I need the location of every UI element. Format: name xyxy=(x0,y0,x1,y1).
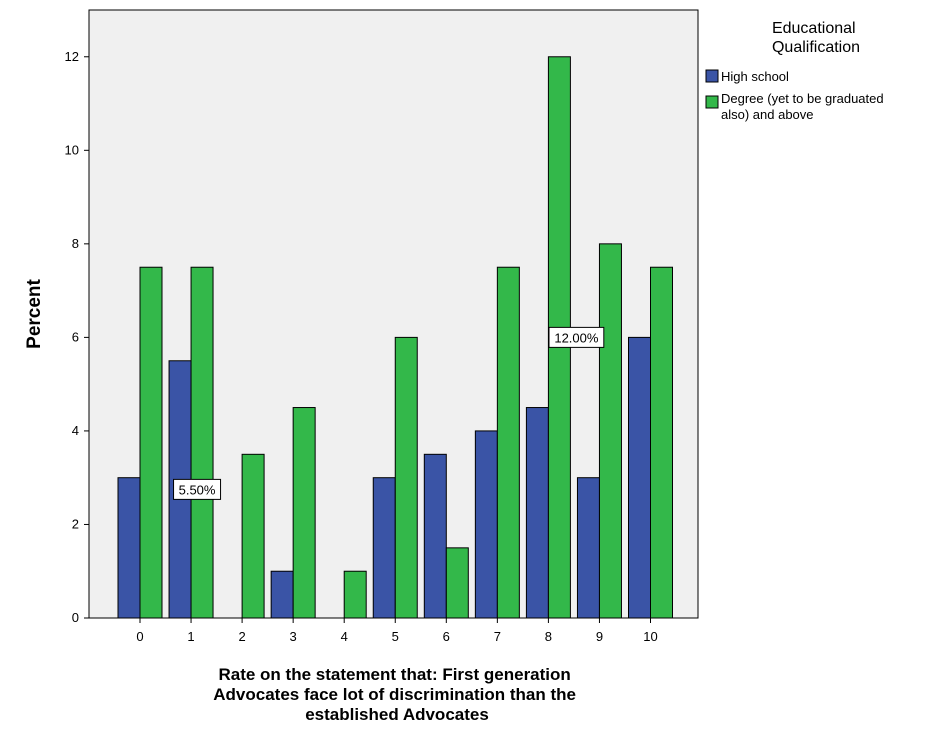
x-tick-label: 10 xyxy=(643,629,657,644)
y-tick-label: 2 xyxy=(72,516,79,531)
y-axis-title: Percent xyxy=(24,278,45,348)
legend-title-line: Qualification xyxy=(772,39,860,56)
y-tick-label: 0 xyxy=(72,610,79,625)
y-tick-label: 10 xyxy=(65,142,79,157)
x-tick-label: 1 xyxy=(187,629,194,644)
x-axis: 0 1 2 3 4 5 6 7 8 9 10 xyxy=(136,618,658,644)
bars-group xyxy=(117,56,673,619)
bar-high-school-9 xyxy=(576,477,600,619)
x-tick-label: 8 xyxy=(545,629,552,644)
legend-label-line: Degree (yet to be graduated xyxy=(721,91,884,106)
x-tick-label: 4 xyxy=(341,629,348,644)
bar-degree-9 xyxy=(598,243,622,619)
data-callout-box xyxy=(173,478,222,500)
bar-degree-4 xyxy=(343,570,367,619)
bar-high-school-3 xyxy=(270,570,294,619)
legend-title: Educational Qualification xyxy=(772,20,860,56)
legend-label-line: also) and above xyxy=(721,107,814,122)
bar-degree-3 xyxy=(292,407,316,619)
bar-high-school-8 xyxy=(525,407,549,619)
bar-degree-7 xyxy=(496,266,520,619)
data-callout-box xyxy=(548,326,605,348)
bar-high-school-6 xyxy=(423,453,447,619)
bar-degree-10 xyxy=(650,266,673,619)
y-tick-label: 12 xyxy=(65,49,79,64)
x-tick-label: 0 xyxy=(136,629,143,644)
legend-swatch-degree xyxy=(705,95,719,109)
bar-degree-5 xyxy=(394,336,418,619)
x-tick-label: 9 xyxy=(596,629,603,644)
bar-degree-6 xyxy=(445,547,469,619)
x-tick-label: 6 xyxy=(443,629,450,644)
legend: Educational Qualification High school De… xyxy=(705,20,887,122)
bar-degree-0 xyxy=(139,266,163,619)
x-tick-label: 5 xyxy=(392,629,399,644)
x-tick-label: 3 xyxy=(290,629,297,644)
data-callout-label: 12.00% xyxy=(554,330,599,345)
annotations-group: 5.50% 12.00% xyxy=(173,326,605,500)
y-tick-label: 4 xyxy=(72,423,79,438)
bar-high-school-7 xyxy=(474,430,498,619)
data-callout-label: 5.50% xyxy=(179,482,216,497)
y-tick-label: 8 xyxy=(72,236,79,251)
legend-label-line: High school xyxy=(721,69,789,84)
legend-swatch-high-school xyxy=(705,69,719,83)
y-tick-label: 6 xyxy=(72,329,79,344)
y-axis: 0 2 4 6 8 10 12 xyxy=(65,49,89,625)
bar-high-school-0 xyxy=(117,477,141,619)
bar-high-school-10 xyxy=(628,336,651,619)
legend-label-high-school: High school xyxy=(721,69,789,84)
bar-degree-2 xyxy=(241,453,265,619)
x-axis-title-line: established Advocates xyxy=(305,705,489,724)
x-axis-title-line: Advocates face lot of discrimination tha… xyxy=(213,685,576,704)
x-tick-label: 7 xyxy=(494,629,501,644)
bar-high-school-5 xyxy=(372,477,396,619)
bar-degree-1 xyxy=(190,266,214,619)
legend-title-line: Educational xyxy=(772,20,856,37)
x-axis-title-line: Rate on the statement that: First genera… xyxy=(218,665,570,684)
x-tick-label: 2 xyxy=(238,629,245,644)
x-axis-title: Rate on the statement that: First genera… xyxy=(213,665,580,724)
legend-label-degree: Degree (yet to be graduated also) and ab… xyxy=(721,91,887,122)
